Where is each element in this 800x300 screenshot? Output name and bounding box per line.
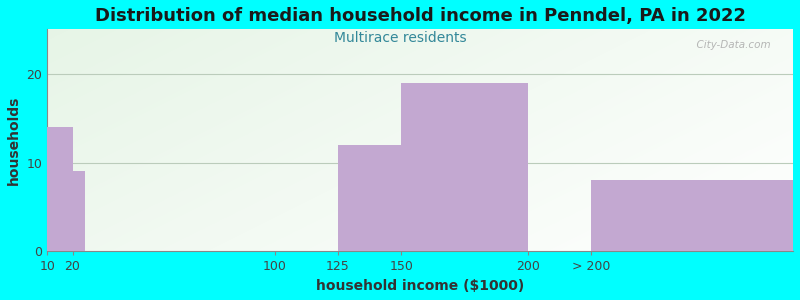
Bar <box>590 180 793 251</box>
Text: City-Data.com: City-Data.com <box>690 40 770 50</box>
Bar <box>338 145 401 251</box>
Bar <box>401 82 527 251</box>
X-axis label: household income ($1000): household income ($1000) <box>316 279 524 293</box>
Y-axis label: households: households <box>7 96 21 185</box>
Bar <box>47 127 73 251</box>
Text: Multirace residents: Multirace residents <box>334 32 466 46</box>
Title: Distribution of median household income in Penndel, PA in 2022: Distribution of median household income … <box>94 7 746 25</box>
Bar <box>73 172 85 251</box>
